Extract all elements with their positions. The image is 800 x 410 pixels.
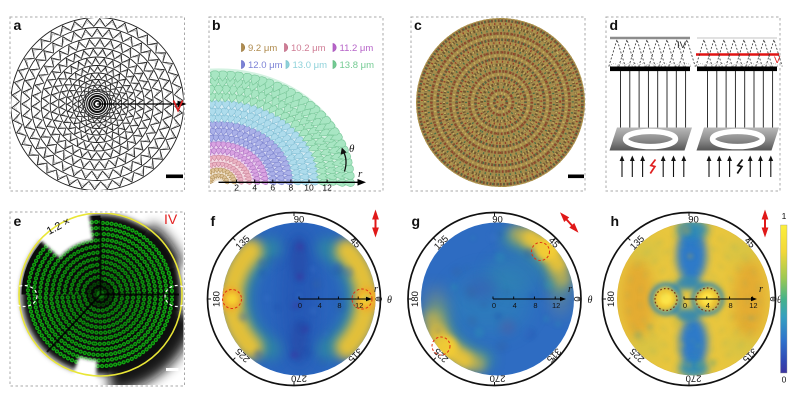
svg-text:0: 0 <box>683 301 687 310</box>
svg-text:8: 8 <box>533 301 537 310</box>
svg-text:r: r <box>759 284 763 295</box>
svg-text:0: 0 <box>571 296 582 301</box>
svg-text:V: V <box>774 55 781 66</box>
svg-text:0: 0 <box>782 375 787 385</box>
svg-text:4: 4 <box>318 301 322 310</box>
svg-text:12: 12 <box>749 301 757 310</box>
svg-text:180: 180 <box>606 291 617 307</box>
svg-text:4: 4 <box>513 301 517 310</box>
svg-text:d: d <box>610 17 619 33</box>
svg-text:0: 0 <box>767 296 778 301</box>
svg-text:10: 10 <box>304 183 314 193</box>
svg-text:12: 12 <box>552 301 560 310</box>
svg-text:b: b <box>212 17 221 33</box>
svg-text:13.0 μm: 13.0 μm <box>293 60 328 71</box>
svg-text:θ: θ <box>588 295 593 306</box>
svg-text:6: 6 <box>270 183 275 193</box>
svg-text:9.2 μm: 9.2 μm <box>248 43 277 54</box>
svg-text:r: r <box>568 284 572 295</box>
svg-text:11.2 μm: 11.2 μm <box>340 43 374 54</box>
svg-text:8: 8 <box>337 301 341 310</box>
svg-text:270: 270 <box>686 373 702 384</box>
svg-text:270: 270 <box>291 373 307 384</box>
svg-text:g: g <box>412 213 421 229</box>
svg-text:h: h <box>611 213 620 229</box>
svg-text:θ: θ <box>777 295 782 306</box>
svg-text:e: e <box>14 213 22 229</box>
svg-text:r: r <box>374 284 378 295</box>
svg-text:IV: IV <box>164 211 178 227</box>
svg-text:4: 4 <box>252 183 257 193</box>
svg-text:4: 4 <box>706 301 710 310</box>
svg-text:10.2 μm: 10.2 μm <box>291 43 326 54</box>
svg-text:12: 12 <box>355 301 363 310</box>
svg-text:90: 90 <box>492 214 503 225</box>
svg-text:c: c <box>414 17 422 33</box>
svg-text:IV: IV <box>677 40 687 51</box>
svg-text:8: 8 <box>729 301 733 310</box>
svg-text:r: r <box>358 168 363 180</box>
svg-text:0: 0 <box>373 296 384 301</box>
svg-text:a: a <box>14 17 22 33</box>
svg-text:1: 1 <box>782 211 787 221</box>
svg-text:13.8 μm: 13.8 μm <box>340 60 375 71</box>
svg-text:0: 0 <box>298 301 302 310</box>
svg-text:270: 270 <box>490 373 506 384</box>
svg-text:0: 0 <box>492 301 496 310</box>
svg-text:90: 90 <box>688 214 699 225</box>
svg-text:12: 12 <box>322 183 332 193</box>
svg-text:180: 180 <box>410 291 421 307</box>
svg-text:180: 180 <box>211 291 222 307</box>
svg-text:90: 90 <box>294 214 305 225</box>
svg-text:θ: θ <box>349 143 355 155</box>
svg-text:2: 2 <box>234 183 239 193</box>
svg-text:f: f <box>211 213 216 229</box>
svg-text:8: 8 <box>289 183 294 193</box>
svg-text:θ: θ <box>387 295 392 306</box>
svg-text:12.0 μm: 12.0 μm <box>248 60 283 71</box>
